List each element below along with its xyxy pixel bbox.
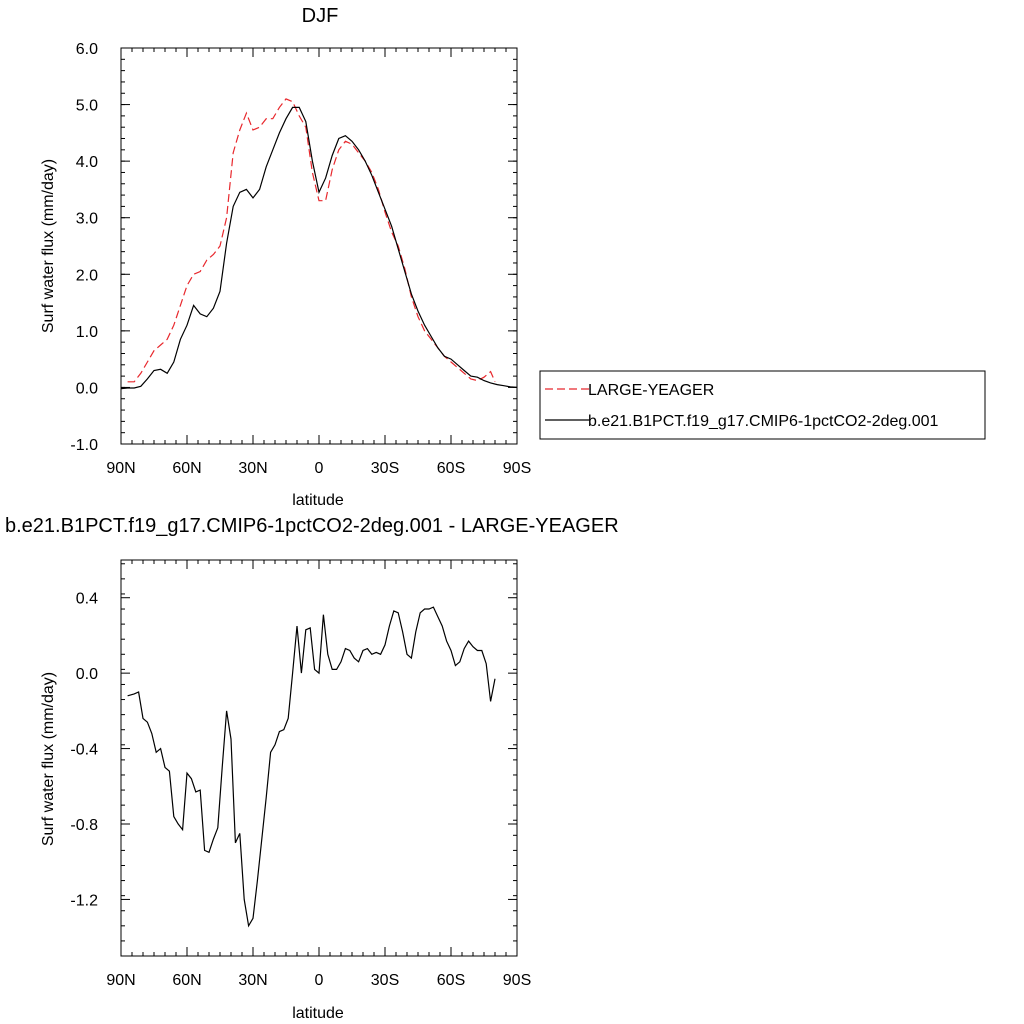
bottom-chart-frame bbox=[120, 559, 518, 957]
top-chart-x-tick-label: 90N bbox=[106, 460, 135, 477]
bottom-chart-xlabel: latitude bbox=[292, 1005, 344, 1022]
top-chart-series-0-line bbox=[127, 98, 496, 383]
top-chart-x-tick-label: 0 bbox=[315, 460, 324, 477]
top-chart-y-tick-label: 0.0 bbox=[76, 380, 98, 397]
top-chart-y-tick-label: 5.0 bbox=[76, 98, 98, 115]
bottom-chart-x-tick-label: 30S bbox=[371, 972, 399, 989]
top-chart-x-tick-label: 90S bbox=[503, 460, 531, 477]
bottom-chart-y-tick-label: 0.4 bbox=[76, 591, 98, 608]
legend: LARGE-YEAGER b.e21.B1PCT.f19_g17.CMIP6-1… bbox=[539, 370, 986, 440]
bottom-chart-x-tick-label: 60S bbox=[437, 972, 465, 989]
legend-label-cmip6: b.e21.B1PCT.f19_g17.CMIP6-1pctCO2-2deg.0… bbox=[588, 413, 939, 430]
bottom-chart-y-tick-label: -1.2 bbox=[70, 892, 98, 909]
bottom-chart-x-tick-label: 30N bbox=[238, 972, 267, 989]
top-chart-y-tick-label: 2.0 bbox=[76, 267, 98, 284]
bottom-chart-y-tick-label: -0.4 bbox=[70, 742, 98, 759]
top-chart-y-tick-label: -1.0 bbox=[70, 437, 98, 454]
bottom-chart-ylabel: Surf water flux (mm/day) bbox=[40, 672, 57, 846]
top-chart: DJF 90N 60N 30N 0 30S 60S 90S -1.0 0.0 1.0 2.0 3.0 4… bbox=[40, 5, 531, 509]
top-chart-y-tick-label: 1.0 bbox=[76, 324, 98, 341]
legend-label-large-yeager: LARGE-YEAGER bbox=[588, 382, 714, 399]
bottom-chart-ticks: 90N 60N 30N 0 30S 60S 90S -1.2 -0.8 -0.4 0.0 0.4 bbox=[70, 560, 531, 989]
bottom-chart-series-0-line bbox=[127, 606, 496, 928]
top-chart-y-tick-label: 3.0 bbox=[76, 211, 98, 228]
top-chart-title: DJF bbox=[302, 5, 339, 27]
legend-box bbox=[539, 370, 986, 440]
bottom-chart-x-tick-label: 60N bbox=[172, 972, 201, 989]
bottom-chart-series bbox=[127, 606, 496, 928]
top-chart-x-tick-label: 60S bbox=[437, 460, 465, 477]
top-chart-frame bbox=[120, 47, 518, 445]
bottom-chart-x-tick-label: 0 bbox=[315, 972, 324, 989]
top-chart-y-tick-label: 6.0 bbox=[76, 41, 98, 58]
top-chart-series-1-line bbox=[120, 106, 518, 390]
bottom-chart-title: b.e21.B1PCT.f19_g17.CMIP6-1pctCO2-2deg.0… bbox=[5, 515, 619, 537]
bottom-chart-x-tick-label: 90N bbox=[106, 972, 135, 989]
top-chart-ticks: 90N 60N 30N 0 30S 60S 90S -1.0 0.0 1.0 2.0 3.0 4.0 5.… bbox=[70, 41, 531, 477]
top-chart-y-tick-label: 4.0 bbox=[76, 154, 98, 171]
bottom-chart-x-tick-label: 90S bbox=[503, 972, 531, 989]
bottom-chart: b.e21.B1PCT.f19_g17.CMIP6-1pctCO2-2deg.0… bbox=[5, 515, 619, 1022]
top-chart-x-tick-label: 30S bbox=[371, 460, 399, 477]
top-chart-xlabel: latitude bbox=[292, 492, 344, 509]
top-chart-x-tick-label: 60N bbox=[172, 460, 201, 477]
top-chart-x-tick-label: 30N bbox=[238, 460, 267, 477]
bottom-chart-y-tick-label: 0.0 bbox=[76, 666, 98, 683]
bottom-chart-y-tick-label: -0.8 bbox=[70, 817, 98, 834]
top-chart-ylabel: Surf water flux (mm/day) bbox=[40, 159, 57, 333]
top-chart-series bbox=[120, 98, 518, 390]
